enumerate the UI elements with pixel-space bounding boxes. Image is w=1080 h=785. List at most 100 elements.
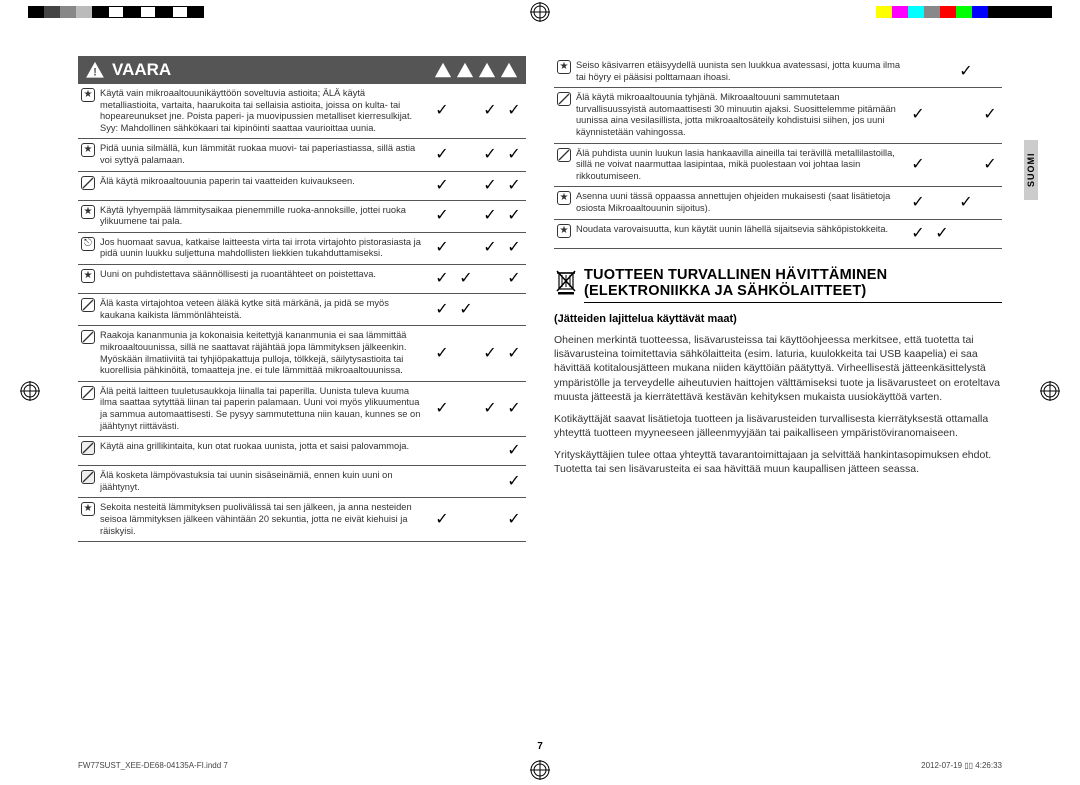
check-cell <box>430 437 454 466</box>
table-row: Älä käytä mikroaaltouunia tyhjänä. Mikro… <box>554 88 1002 143</box>
table-row: Älä kasta virtajohtoa veteen äläkä kytke… <box>78 294 526 326</box>
check-cell <box>454 381 478 436</box>
section-heading: TUOTTEEN TURVALLINEN HÄVITTÄMINEN (ELEKT… <box>584 267 1002 303</box>
table-row: Älä kosketa lämpövastuksia tai uunin sis… <box>78 466 526 498</box>
footer-timestamp: 2012-07-19 ▯▯ 4:26:33 <box>921 761 1002 770</box>
check-cell <box>454 200 478 232</box>
color-bar-right <box>876 6 1052 18</box>
table-row: Älä puhdista uunin luukun lasia hankaavi… <box>554 143 1002 187</box>
check-cell: ✓ <box>430 84 454 139</box>
check-cell <box>478 265 502 294</box>
check-cell: ✓ <box>430 498 454 542</box>
check-cell: ✓ <box>430 326 454 381</box>
check-cell: ✓ <box>430 265 454 294</box>
warning-text: Noudata varovaisuutta, kun käytät uunin … <box>574 219 906 248</box>
star-icon: ★ <box>81 88 95 102</box>
check-cell: ✓ <box>978 88 1002 143</box>
star-icon: ★ <box>81 269 95 283</box>
check-cell <box>478 294 502 326</box>
check-cell: ✓ <box>502 139 526 171</box>
table-row: Raakoja kananmunia ja kokonaisia keitett… <box>78 326 526 381</box>
warning-text: Käytä vain mikroaaltouunikäyttöön sovelt… <box>98 84 430 139</box>
color-bar-left <box>28 6 204 18</box>
warning-title: VAARA <box>112 60 171 80</box>
warning-text: Raakoja kananmunia ja kokonaisia keitett… <box>98 326 430 381</box>
table-row: ★Noudata varovaisuutta, kun käytät uunin… <box>554 219 1002 248</box>
table-row: Älä peitä laitteen tuuletusaukkoja liina… <box>78 381 526 436</box>
warning-text: Jos huomaat savua, katkaise laitteesta v… <box>98 232 430 264</box>
check-cell: ✓ <box>502 200 526 232</box>
check-cell: ✓ <box>430 381 454 436</box>
hazard-icon <box>500 61 518 79</box>
check-cell: ✓ <box>478 171 502 200</box>
table-row: ★Seiso käsivarren etäisyydellä uunista s… <box>554 56 1002 88</box>
prohibit-icon <box>81 330 95 344</box>
warning-text: Uuni on puhdistettava säännöllisesti ja … <box>98 265 430 294</box>
check-cell <box>454 326 478 381</box>
table-row: ★Uuni on puhdistettava säännöllisesti ja… <box>78 265 526 294</box>
check-cell <box>454 139 478 171</box>
section-paragraph: Kotikäyttäjät saavat lisätietoja tuottee… <box>554 412 1002 440</box>
footer-filename: FW77SUST_XEE-DE68-04135A-FI.indd 7 <box>78 761 228 770</box>
check-cell: ✓ <box>502 381 526 436</box>
warning-text: Käytä lyhyempää lämmitysaikaa pienemmill… <box>98 200 430 232</box>
table-row: ⎋Jos huomaat savua, katkaise laitteesta … <box>78 232 526 264</box>
warning-text: Älä puhdista uunin luukun lasia hankaavi… <box>574 143 906 187</box>
check-cell <box>978 187 1002 219</box>
check-cell <box>454 171 478 200</box>
check-cell <box>930 88 954 143</box>
check-cell <box>478 466 502 498</box>
check-cell: ✓ <box>502 232 526 264</box>
warnings-table-right: ★Seiso käsivarren etäisyydellä uunista s… <box>554 56 1002 249</box>
table-row: ★Sekoita nesteitä lämmityksen puolivälis… <box>78 498 526 542</box>
svg-text:!: ! <box>93 66 97 78</box>
check-cell: ✓ <box>430 232 454 264</box>
check-cell: ✓ <box>906 187 930 219</box>
check-cell <box>454 437 478 466</box>
check-cell <box>954 88 978 143</box>
language-tab: SUOMI <box>1024 140 1038 200</box>
hazard-icon <box>456 61 474 79</box>
check-cell: ✓ <box>454 294 478 326</box>
check-cell: ✓ <box>954 187 978 219</box>
warning-header: ! VAARA <box>78 56 526 84</box>
warning-text: Käytä aina grillikintaita, kun otat ruok… <box>98 437 430 466</box>
star-icon: ★ <box>557 60 571 74</box>
check-cell: ✓ <box>502 171 526 200</box>
warning-text: Sekoita nesteitä lämmityksen puoliväliss… <box>98 498 430 542</box>
check-cell: ✓ <box>502 265 526 294</box>
check-cell: ✓ <box>906 219 930 248</box>
check-cell <box>454 232 478 264</box>
plug-icon: ⎋ <box>81 237 95 251</box>
right-column: ★Seiso käsivarren etäisyydellä uunista s… <box>554 56 1002 736</box>
star-icon: ★ <box>81 502 95 516</box>
check-cell <box>502 294 526 326</box>
check-cell <box>454 466 478 498</box>
star-icon: ★ <box>81 205 95 219</box>
registration-mark-right <box>1040 381 1060 401</box>
check-cell <box>906 56 930 88</box>
check-cell: ✓ <box>430 171 454 200</box>
check-cell: ✓ <box>502 326 526 381</box>
check-cell: ✓ <box>906 88 930 143</box>
check-cell: ✓ <box>930 219 954 248</box>
hazard-icon <box>478 61 496 79</box>
prohibit-icon <box>81 386 95 400</box>
check-cell: ✓ <box>502 498 526 542</box>
check-cell <box>430 466 454 498</box>
check-cell <box>478 498 502 542</box>
check-cell <box>978 219 1002 248</box>
table-row: ★Asenna uuni tässä oppaassa annettujen o… <box>554 187 1002 219</box>
table-row: ★Pidä uunia silmällä, kun lämmität ruoka… <box>78 139 526 171</box>
section-paragraph: Yrityskäyttäjien tulee ottaa yhteyttä ta… <box>554 448 1002 476</box>
check-cell: ✓ <box>478 139 502 171</box>
check-cell: ✓ <box>478 326 502 381</box>
check-cell: ✓ <box>430 139 454 171</box>
prohibit-icon <box>81 176 95 190</box>
star-icon: ★ <box>81 143 95 157</box>
left-column: ! VAARA ★Käytä vain mikroaaltouunikäyttö… <box>78 56 526 736</box>
star-icon: ★ <box>557 191 571 205</box>
check-cell: ✓ <box>978 143 1002 187</box>
registration-mark-left <box>20 381 40 401</box>
check-cell <box>954 219 978 248</box>
